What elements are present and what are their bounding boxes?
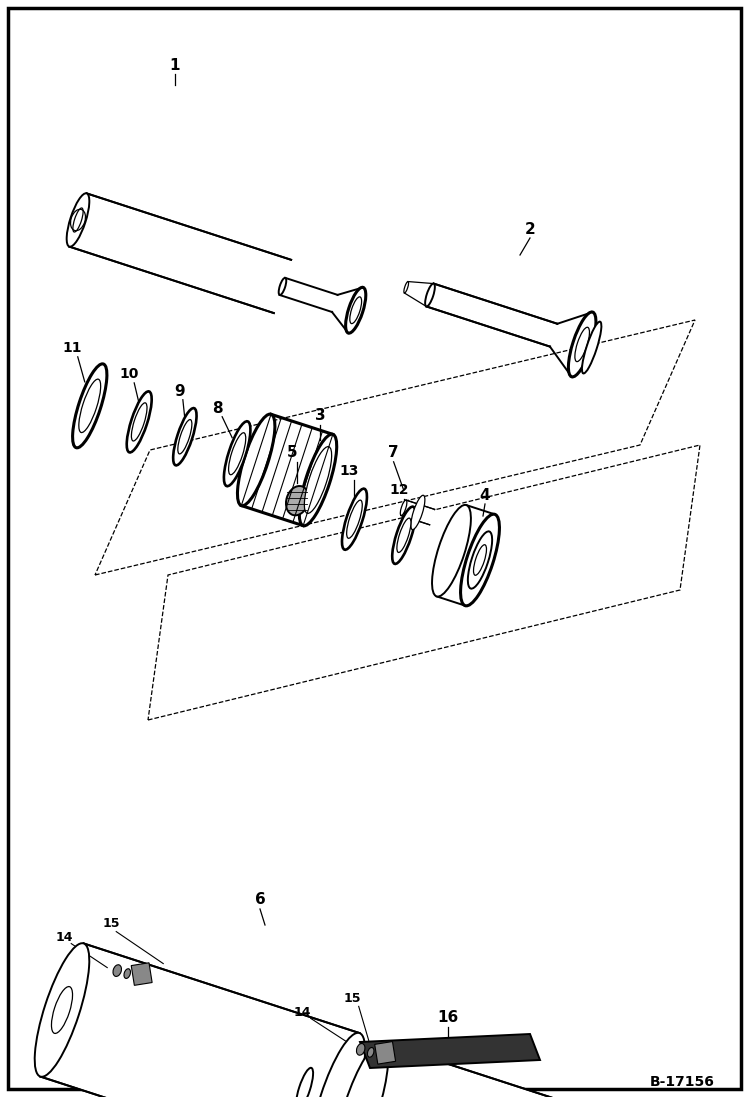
Bar bbox=[374, 1041, 395, 1064]
Ellipse shape bbox=[131, 403, 147, 441]
Text: 15: 15 bbox=[344, 992, 362, 1005]
Text: B-17156: B-17156 bbox=[650, 1075, 715, 1089]
Ellipse shape bbox=[342, 488, 367, 550]
Text: 16: 16 bbox=[437, 1010, 458, 1026]
Ellipse shape bbox=[173, 408, 196, 465]
Polygon shape bbox=[401, 500, 434, 524]
Polygon shape bbox=[40, 943, 360, 1097]
Ellipse shape bbox=[178, 419, 192, 454]
Ellipse shape bbox=[34, 943, 89, 1077]
Ellipse shape bbox=[311, 1032, 365, 1097]
Ellipse shape bbox=[73, 364, 107, 448]
Polygon shape bbox=[70, 193, 291, 313]
Text: 10: 10 bbox=[120, 366, 139, 381]
Ellipse shape bbox=[345, 287, 366, 333]
Ellipse shape bbox=[279, 278, 286, 295]
Ellipse shape bbox=[67, 193, 89, 247]
Ellipse shape bbox=[224, 421, 250, 486]
Text: 12: 12 bbox=[389, 484, 409, 497]
Ellipse shape bbox=[575, 327, 589, 362]
Ellipse shape bbox=[124, 969, 130, 979]
Ellipse shape bbox=[52, 986, 73, 1033]
Ellipse shape bbox=[228, 432, 246, 475]
Polygon shape bbox=[341, 1042, 559, 1097]
Bar bbox=[131, 963, 152, 985]
Text: 4: 4 bbox=[479, 487, 491, 502]
Text: 11: 11 bbox=[62, 341, 82, 354]
Ellipse shape bbox=[286, 486, 309, 516]
Text: 9: 9 bbox=[175, 384, 185, 399]
Text: 7: 7 bbox=[388, 445, 399, 461]
Ellipse shape bbox=[404, 282, 408, 293]
Ellipse shape bbox=[127, 392, 152, 452]
Ellipse shape bbox=[335, 1042, 388, 1097]
Polygon shape bbox=[360, 1034, 540, 1068]
Ellipse shape bbox=[296, 1067, 313, 1097]
Ellipse shape bbox=[468, 531, 492, 589]
Ellipse shape bbox=[461, 514, 500, 606]
Text: 8: 8 bbox=[212, 402, 222, 416]
Text: 13: 13 bbox=[340, 464, 360, 478]
Ellipse shape bbox=[347, 500, 363, 539]
Ellipse shape bbox=[350, 297, 362, 324]
Text: 14: 14 bbox=[294, 1006, 312, 1019]
Ellipse shape bbox=[411, 495, 425, 530]
Text: 5: 5 bbox=[287, 445, 297, 460]
Ellipse shape bbox=[300, 434, 337, 525]
Text: 15: 15 bbox=[103, 917, 120, 930]
Text: 2: 2 bbox=[524, 223, 536, 237]
Ellipse shape bbox=[397, 518, 411, 553]
Ellipse shape bbox=[368, 1048, 374, 1058]
Ellipse shape bbox=[473, 545, 487, 575]
Polygon shape bbox=[426, 284, 557, 347]
Text: 1: 1 bbox=[170, 57, 181, 72]
Ellipse shape bbox=[432, 505, 471, 597]
Ellipse shape bbox=[568, 312, 596, 377]
Text: 14: 14 bbox=[55, 931, 73, 945]
Ellipse shape bbox=[113, 964, 121, 976]
Ellipse shape bbox=[237, 414, 275, 506]
Ellipse shape bbox=[582, 321, 601, 373]
Ellipse shape bbox=[392, 507, 416, 564]
Text: 3: 3 bbox=[315, 407, 325, 422]
Text: 6: 6 bbox=[255, 893, 265, 907]
Ellipse shape bbox=[400, 500, 407, 516]
Ellipse shape bbox=[357, 1043, 365, 1055]
Ellipse shape bbox=[79, 380, 100, 432]
Ellipse shape bbox=[304, 446, 332, 513]
Ellipse shape bbox=[425, 283, 435, 306]
